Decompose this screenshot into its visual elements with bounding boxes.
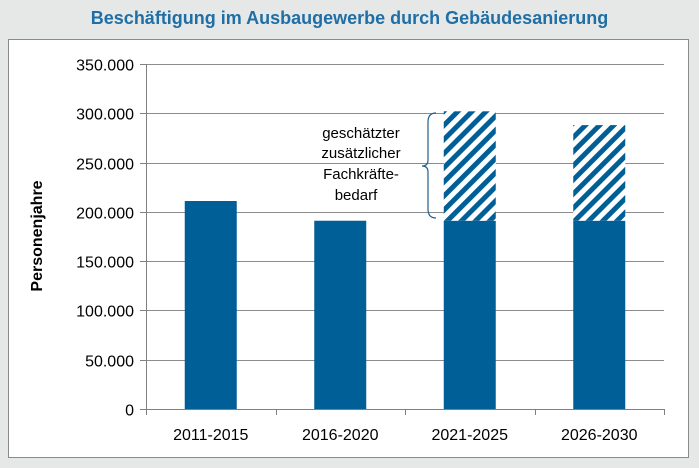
annotation-line-1: geschätzter	[322, 125, 400, 142]
y-tick-label: 300.000	[76, 107, 134, 124]
x-tick-label: 2011-2015	[173, 427, 248, 444]
y-tick-label: 100.000	[76, 304, 134, 321]
y-tick-label: 250.000	[76, 157, 134, 174]
annotation-line-3: Fachkräfte-	[323, 166, 399, 183]
x-tick-label: 2021-2025	[431, 427, 508, 444]
y-tick-label: 200.000	[76, 206, 134, 223]
y-tick-label: 50.000	[85, 354, 134, 371]
bar	[314, 220, 367, 409]
x-tick-label: 2026-2030	[561, 427, 638, 444]
bar	[443, 220, 496, 409]
annotation-brace	[421, 112, 437, 219]
x-tick-label: 2016-2020	[302, 427, 379, 444]
bar	[573, 220, 626, 409]
annotation: geschätzter zusätzlicher Fachkräfte- bed…	[321, 112, 437, 219]
annotation-line-2: zusätzlicher	[321, 145, 400, 162]
y-tick-label: 150.000	[76, 255, 134, 272]
bar-hatched	[573, 125, 626, 221]
y-tick-label: 0	[125, 403, 134, 420]
y-tick-label: 350.000	[76, 58, 134, 75]
chart-title: Beschäftigung im Ausbaugewerbe durch Geb…	[90, 8, 609, 28]
y-axis-title: Personenjahre	[29, 180, 46, 291]
annotation-line-4: bedarf	[335, 187, 378, 204]
bar-hatched	[443, 111, 496, 221]
bar	[184, 201, 237, 409]
